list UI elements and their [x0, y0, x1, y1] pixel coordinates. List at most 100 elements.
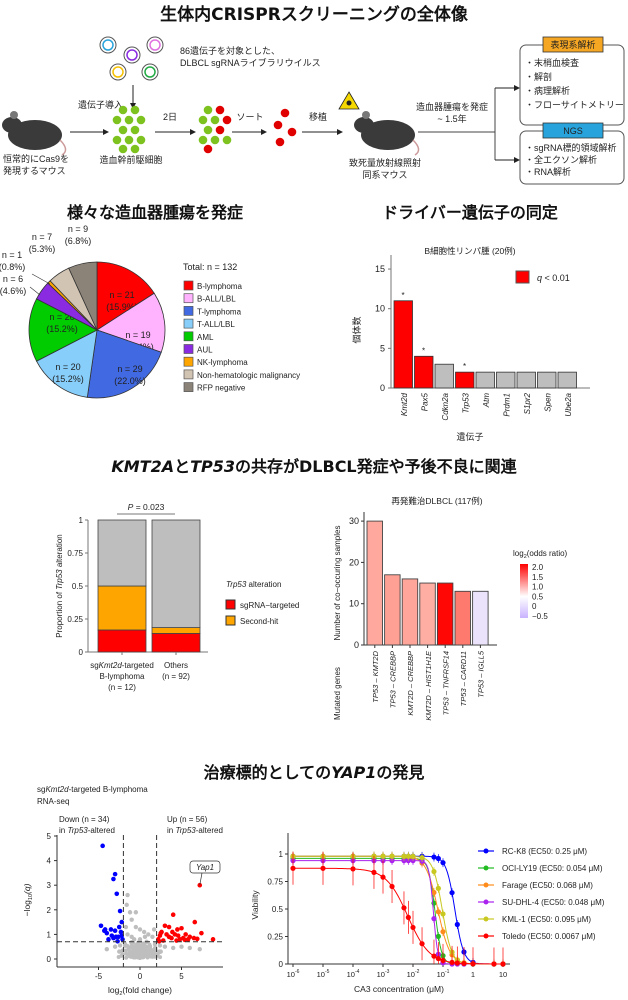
point-down	[114, 891, 120, 897]
pie-slice	[96, 292, 166, 353]
mouse1-label: 発現するマウス	[3, 165, 66, 176]
fit-curve	[293, 867, 503, 965]
fit-curve	[293, 855, 503, 965]
virus-genome-icon	[144, 66, 156, 78]
gene-yap1: YAP1	[331, 763, 376, 782]
phenotype-item: ・フローサイトメトリー	[525, 100, 624, 110]
annotation-box	[189, 860, 221, 874]
y-tick-label: 1	[79, 516, 84, 525]
y-tick-label: 1	[47, 930, 52, 939]
point-ns	[133, 924, 139, 930]
library-label: DLBCL sgRNAライブラリウイルス	[180, 57, 321, 68]
ngs-item: ・全エクソン解析	[525, 154, 597, 165]
pie-slice	[36, 329, 98, 398]
legend-label: T-ALL/LBL	[197, 320, 235, 329]
cell-icon	[203, 125, 213, 135]
label-part: -altered	[196, 826, 223, 835]
driver-bar-chart: B細胞性リンパ腫 (20例) 0 5 10 15 * Kmt2d * Pax5 Cdkn2a * Tr…	[351, 246, 590, 442]
point-up	[166, 934, 172, 940]
transduced-cells-icon	[198, 105, 232, 154]
cell-icon	[203, 105, 213, 115]
point-ns	[125, 932, 130, 937]
y-tick-label: 0.75	[267, 878, 283, 887]
bar	[436, 582, 454, 646]
legend-swatch	[183, 369, 194, 380]
data-point	[419, 854, 425, 861]
colorbar-title-part: (odds ratio)	[527, 549, 568, 558]
legend-marker	[483, 865, 489, 871]
legend-swatch	[183, 344, 194, 354]
fit-curve	[293, 855, 503, 965]
colorbar-tick-label: 1.5	[532, 573, 544, 582]
x-label-line: Others	[164, 661, 188, 670]
point-down	[108, 927, 114, 932]
point-ns	[145, 951, 150, 956]
point-ns	[197, 946, 202, 952]
data-point	[500, 961, 506, 967]
legend-gene: Trp53	[226, 580, 247, 589]
cell-icon	[130, 125, 140, 135]
data-point	[435, 955, 441, 962]
y-tick-label: 30	[349, 516, 359, 526]
data-point	[431, 916, 437, 922]
point-up	[183, 932, 188, 937]
point-ns	[131, 937, 137, 942]
legend-label: KML-1 (EC50: 0.095 μM)	[502, 915, 591, 924]
x-tick-label: TP53 – CREBBP	[389, 651, 398, 708]
significance-star: *	[422, 346, 425, 355]
stacked-segment	[97, 585, 147, 631]
colorbar-tick-label: 0.5	[532, 592, 544, 601]
subtitle-gene: Kmt2d	[45, 785, 69, 794]
tick-base: 10	[499, 970, 507, 979]
legend-title: Trp53 alteration	[226, 580, 281, 589]
tick-exponent: -6	[295, 969, 300, 975]
ngs-items: ・sgRNA標的領域解析・全エクソン解析・RNA解析	[525, 142, 617, 177]
point-up	[192, 919, 198, 925]
point-ns	[187, 945, 192, 951]
data-point	[431, 889, 437, 896]
x-tick-label: S1pr2	[523, 392, 532, 414]
point-down	[106, 937, 111, 942]
point-up	[179, 925, 184, 931]
y-tick-label: 0	[79, 648, 84, 657]
xlabel-part: log	[108, 985, 120, 995]
legend-label: B-lymphoma	[197, 282, 242, 291]
slice-label-pct: (5.3%)	[29, 244, 56, 254]
legend-title-part: alteration	[246, 580, 281, 589]
legend-label: T-lymphoma	[197, 307, 242, 316]
y-tick-label: 5	[380, 343, 385, 353]
point-ns	[141, 942, 146, 947]
cell-icon	[124, 135, 134, 145]
point-up	[175, 933, 181, 938]
point-ns	[137, 927, 143, 932]
significance-star: *	[401, 291, 404, 300]
point-up	[182, 937, 188, 943]
data-point	[449, 959, 455, 966]
point-ns	[117, 943, 123, 948]
data-point	[461, 960, 467, 967]
legend-swatch	[515, 270, 530, 284]
point-ns	[129, 917, 134, 922]
slice-label-n: n = 20	[49, 312, 74, 322]
title-part: の共存がDLBCL発症や予後不良に関連	[235, 457, 518, 476]
point-ns	[147, 944, 152, 949]
data-point	[435, 933, 441, 939]
legend-label: AML	[197, 333, 214, 342]
phenotype-item: ・病理解析	[525, 85, 570, 96]
group-label: in Trp53-altered	[59, 826, 115, 835]
x-label-line: (n = 92)	[162, 672, 190, 681]
onset-label: 造血器腫瘍を発症	[416, 101, 488, 112]
point-down	[111, 876, 116, 882]
point-ns	[143, 946, 148, 951]
plot-subtitle: sgKmt2d-targeted B-lymphoma	[37, 785, 148, 794]
point-ns	[127, 910, 133, 915]
legend-label: Second-hit	[240, 617, 279, 626]
y-tick-label: 0	[354, 640, 359, 650]
x-tick-label: Trp53	[462, 392, 471, 413]
tick-base: 10	[287, 970, 295, 979]
x-tick-label: Cdkn2a	[441, 392, 450, 420]
bar	[472, 590, 489, 646]
cell-icon	[222, 135, 232, 145]
x-tick-label: Ube2a	[564, 392, 573, 416]
